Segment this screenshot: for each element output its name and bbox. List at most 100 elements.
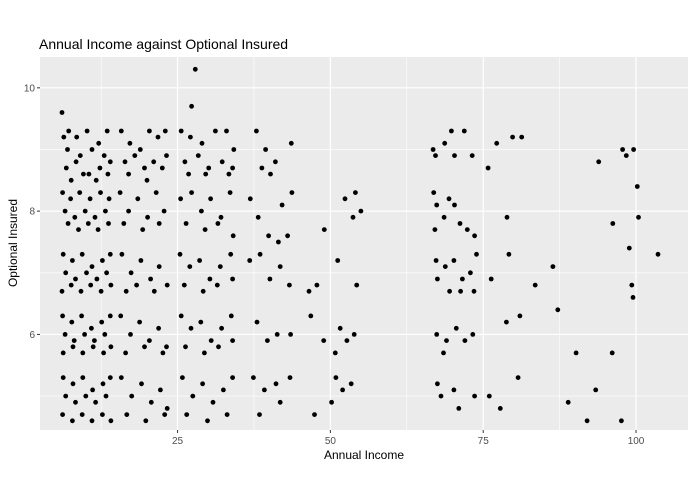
data-point — [164, 282, 170, 288]
data-point — [188, 134, 193, 140]
data-point — [267, 276, 273, 282]
data-point — [506, 251, 512, 257]
data-point — [60, 412, 65, 417]
data-point — [435, 276, 440, 282]
data-point — [205, 418, 210, 424]
data-point — [213, 128, 218, 134]
data-points — [59, 66, 661, 424]
data-point — [118, 375, 124, 380]
data-point — [247, 196, 253, 202]
data-point — [431, 190, 437, 196]
data-point — [95, 227, 101, 233]
data-point — [119, 251, 125, 257]
data-point — [207, 276, 213, 282]
data-point — [188, 325, 194, 331]
data-point — [190, 393, 196, 399]
data-point — [471, 288, 477, 294]
data-point — [565, 399, 571, 405]
data-point — [70, 381, 76, 387]
data-point — [74, 134, 80, 140]
data-point — [100, 381, 106, 387]
data-point — [312, 412, 317, 417]
data-point — [73, 276, 78, 282]
data-point — [61, 134, 67, 140]
data-point — [630, 295, 636, 300]
data-point — [596, 159, 602, 165]
data-point — [80, 350, 86, 356]
data-point — [230, 276, 236, 282]
data-point — [351, 332, 357, 337]
data-point — [83, 393, 89, 399]
data-point — [107, 375, 113, 380]
data-point — [106, 196, 112, 202]
data-point — [127, 140, 133, 146]
x-tick-label: 100 — [628, 436, 645, 447]
data-point — [452, 153, 457, 159]
data-point — [287, 282, 292, 288]
data-point — [462, 338, 468, 343]
data-point — [189, 103, 195, 109]
data-point — [230, 375, 236, 380]
minor-gridlines — [40, 57, 688, 430]
data-point — [70, 418, 75, 424]
data-point — [93, 399, 98, 405]
data-point — [231, 147, 237, 152]
data-point — [321, 227, 327, 233]
data-point — [446, 196, 452, 202]
data-point — [472, 233, 477, 239]
data-point — [623, 153, 629, 159]
data-point — [134, 282, 140, 288]
data-point — [97, 165, 103, 171]
data-point — [155, 134, 161, 140]
data-point — [262, 387, 267, 393]
data-point — [121, 221, 127, 226]
data-point — [228, 251, 234, 257]
data-point — [184, 412, 190, 417]
data-point — [444, 338, 449, 343]
data-point — [200, 288, 206, 294]
data-point — [199, 208, 204, 214]
data-point — [68, 196, 73, 202]
data-point — [189, 190, 195, 196]
data-point — [63, 165, 69, 171]
data-point — [464, 227, 470, 233]
data-point — [89, 147, 95, 152]
data-point — [63, 270, 69, 276]
data-point — [59, 288, 65, 294]
data-point — [517, 313, 523, 319]
data-point — [65, 221, 71, 226]
data-point — [101, 153, 107, 159]
data-point — [79, 412, 85, 417]
data-point — [89, 325, 94, 331]
data-point — [138, 258, 144, 263]
data-point — [273, 381, 279, 387]
data-point — [203, 171, 209, 177]
data-point — [78, 288, 84, 294]
chart-title: Annual Income against Optional Insured — [39, 36, 288, 52]
data-point — [123, 350, 128, 356]
data-point — [77, 153, 83, 159]
data-point — [62, 208, 68, 214]
data-point — [224, 412, 230, 417]
data-point — [126, 208, 131, 214]
data-point — [60, 350, 66, 356]
data-point — [210, 399, 216, 405]
data-point — [197, 258, 203, 263]
data-point — [254, 128, 259, 134]
data-point — [89, 418, 95, 424]
data-point — [433, 258, 439, 263]
data-point — [108, 418, 114, 424]
data-point — [153, 190, 159, 196]
data-point — [118, 128, 124, 134]
x-tick-label: 50 — [325, 436, 337, 447]
data-point — [452, 202, 457, 208]
data-point — [435, 381, 440, 387]
data-point — [504, 319, 509, 325]
data-point — [142, 344, 147, 350]
data-point — [216, 344, 221, 350]
data-point — [593, 387, 599, 393]
data-point — [177, 251, 183, 257]
data-point — [148, 399, 154, 405]
